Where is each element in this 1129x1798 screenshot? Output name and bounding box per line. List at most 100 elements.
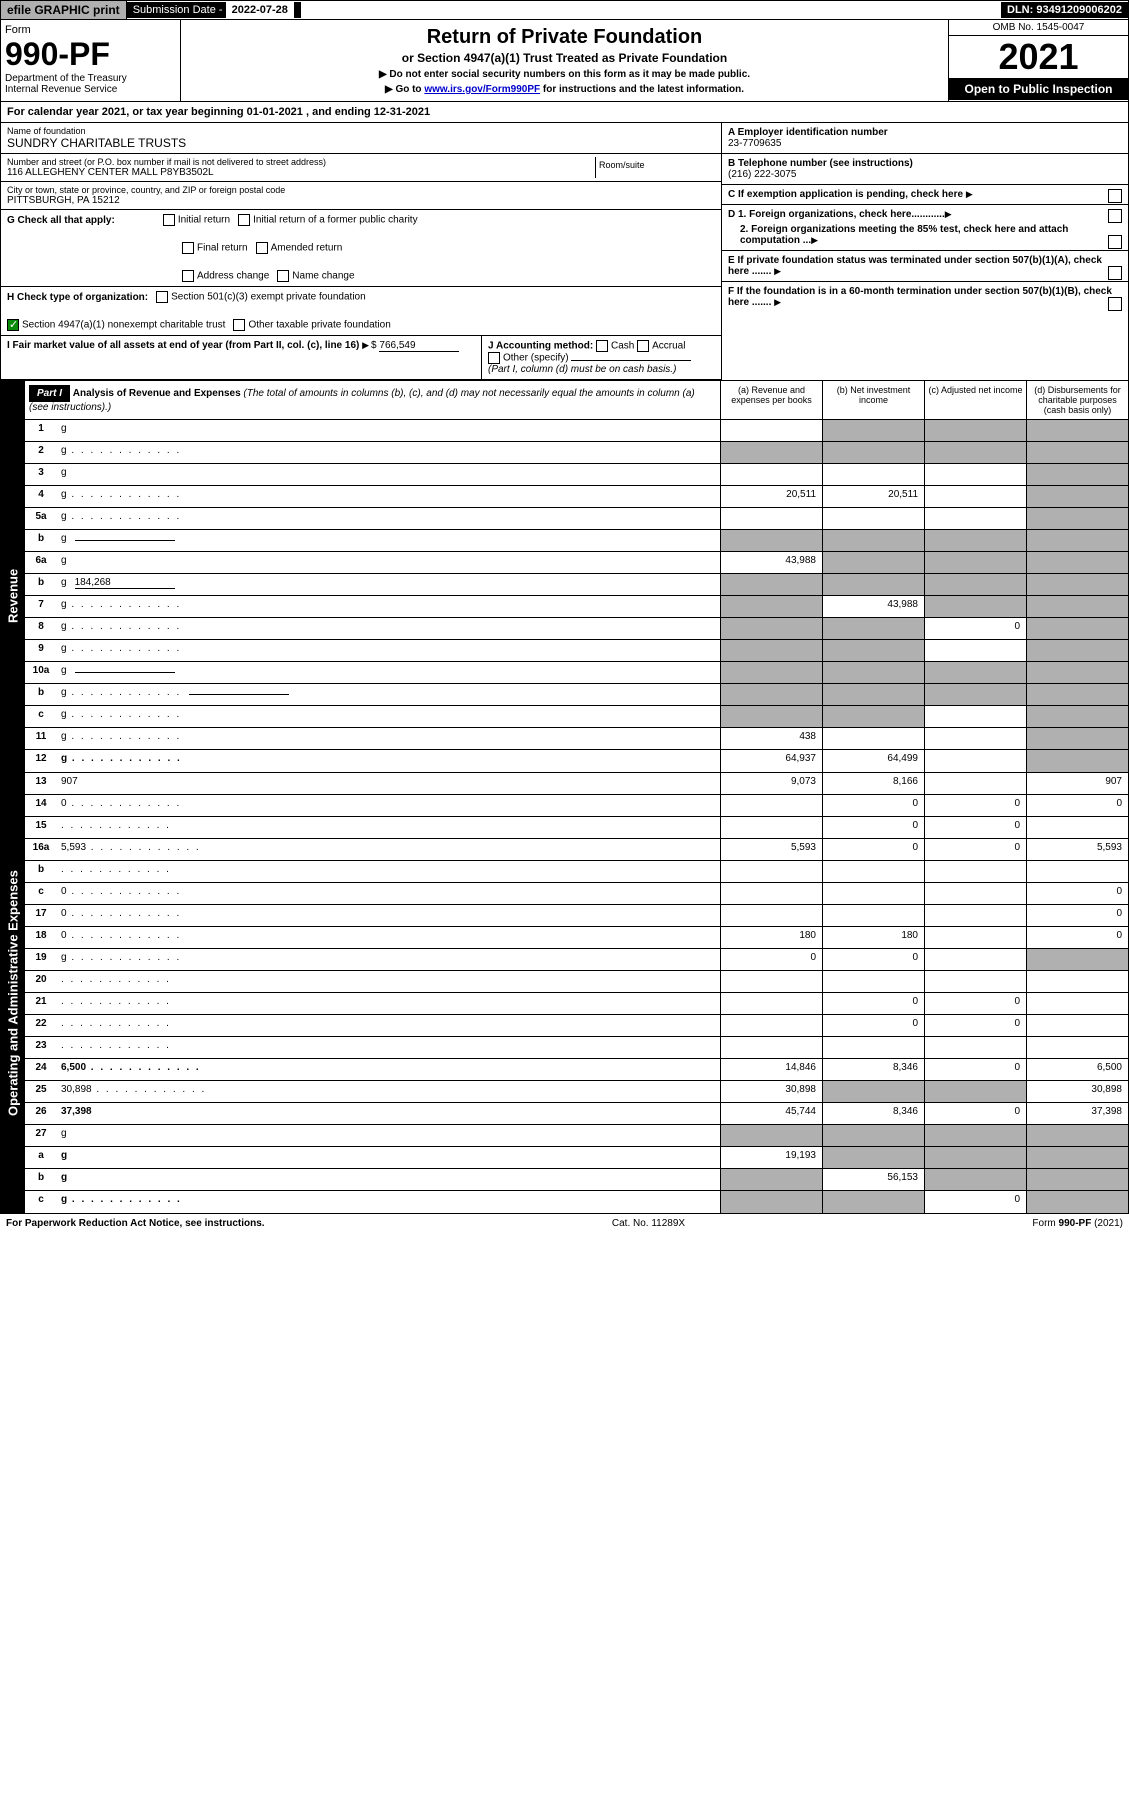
footer-mid: Cat. No. 11289X [612,1218,685,1229]
table-row: 1801801800 [25,927,1128,949]
table-row: 20 [25,971,1128,993]
checkbox-amended-return[interactable] [256,242,268,254]
table-row: 140000 [25,795,1128,817]
address-value: 116 ALLEGHENY CENTER MALL P8YB3502L [7,167,595,178]
footer-right: Form 990-PF (2021) [1032,1218,1123,1229]
table-row: cg0 [25,1191,1128,1213]
table-row: 6ag43,988 [25,552,1128,574]
page-footer: For Paperwork Reduction Act Notice, see … [0,1214,1129,1233]
checkbox-accrual[interactable] [637,340,649,352]
h-checkboxes: H Check type of organization: Section 50… [1,287,721,336]
city-value: PITTSBURGH, PA 15212 [7,195,715,206]
checkbox-d2[interactable] [1108,235,1122,249]
form-number: 990-PF [5,36,176,73]
table-row: 5ag [25,508,1128,530]
table-row: 27g [25,1125,1128,1147]
a-ein-label: A Employer identification number [728,127,1122,138]
table-row: b [25,861,1128,883]
table-row: 1700 [25,905,1128,927]
table-row: c00 [25,883,1128,905]
c-exemption-label: C If exemption application is pending, c… [728,189,963,200]
tax-year: 2021 [949,36,1128,78]
table-row: 2530,89830,89830,898 [25,1081,1128,1103]
dept-label: Department of the Treasury Internal Reve… [5,73,176,95]
table-row: cg [25,706,1128,728]
checkbox-initial-return-former[interactable] [238,214,250,226]
checkbox-f[interactable] [1108,297,1122,311]
checkbox-other-taxable[interactable] [233,319,245,331]
col-c-header: (c) Adjusted net income [924,381,1026,419]
table-row: 11g438 [25,728,1128,750]
top-bar: efile GRAPHIC print Submission Date - 20… [0,0,1129,20]
dln-label: DLN: 93491209006202 [1001,2,1128,18]
checkbox-cash[interactable] [596,340,608,352]
operating-table: Operating and Administrative Expenses 13… [0,773,1129,1214]
revenue-side-label: Revenue [1,420,25,772]
col-d-header: (d) Disbursements for charitable purpose… [1026,381,1128,419]
omb-number: OMB No. 1545-0047 [949,20,1128,36]
checkbox-address-change[interactable] [182,270,194,282]
foundation-name: SUNDRY CHARITABLE TRUSTS [7,136,715,150]
efile-button[interactable]: efile GRAPHIC print [1,1,127,19]
col-a-header: (a) Revenue and expenses per books [720,381,822,419]
table-row: 7g43,988 [25,596,1128,618]
checkbox-4947a1[interactable] [7,319,19,331]
table-row: 12g64,93764,499 [25,750,1128,772]
form-subtitle: or Section 4947(a)(1) Trust Treated as P… [187,51,942,65]
table-row: 246,50014,8468,34606,500 [25,1059,1128,1081]
operating-side-label: Operating and Administrative Expenses [1,773,25,1213]
table-row: 1500 [25,817,1128,839]
open-inspection-badge: Open to Public Inspection [949,78,1128,100]
table-row: bg56,153 [25,1169,1128,1191]
checkbox-501c3[interactable] [156,291,168,303]
table-row: 16a5,5935,593005,593 [25,839,1128,861]
address-label: Number and street (or P.O. box number if… [7,157,595,167]
city-label: City or town, state or province, country… [7,185,715,195]
checkbox-e[interactable] [1108,266,1122,280]
checkbox-c[interactable] [1108,189,1122,203]
revenue-table: Revenue 1g2g3g4g20,51120,5115agbg6ag43,9… [0,420,1129,773]
checkbox-d1[interactable] [1108,209,1122,223]
table-row: 2g [25,442,1128,464]
table-row: 2200 [25,1015,1128,1037]
submission-date-label: Submission Date - 2022-07-28 [127,2,301,18]
phone-value: (216) 222-3075 [728,169,1122,180]
form-header: Form 990-PF Department of the Treasury I… [0,20,1129,102]
checkbox-other-method[interactable] [488,352,500,364]
table-row: 3g [25,464,1128,486]
checkbox-initial-return[interactable] [163,214,175,226]
room-suite-label: Room/suite [595,157,715,178]
table-row: 19g00 [25,949,1128,971]
e-label: E If private foundation status was termi… [728,255,1102,277]
ein-value: 23-7709635 [728,138,1122,149]
footer-left: For Paperwork Reduction Act Notice, see … [6,1218,265,1229]
table-row: bg [25,530,1128,552]
d1-label: D 1. Foreign organizations, check here..… [728,209,945,220]
table-row: 9g [25,640,1128,662]
form-title: Return of Private Foundation [187,26,942,49]
table-row: 2100 [25,993,1128,1015]
table-row: 23 [25,1037,1128,1059]
col-b-header: (b) Net investment income [822,381,924,419]
j-block: J Accounting method: Cash Accrual Other … [481,336,721,379]
checkbox-name-change[interactable] [277,270,289,282]
instructions-link[interactable]: www.irs.gov/Form990PF [424,84,540,95]
b-phone-label: B Telephone number (see instructions) [728,158,1122,169]
table-row: ag19,193 [25,1147,1128,1169]
entity-block: Name of foundation SUNDRY CHARITABLE TRU… [0,123,1129,381]
table-row: bg [25,684,1128,706]
form-word: Form [5,24,176,36]
table-row: 8g0 [25,618,1128,640]
part1-title: Analysis of Revenue and Expenses [73,388,241,399]
calendar-year-line: For calendar year 2021, or tax year begi… [0,102,1129,123]
table-row: 139079,0738,166907 [25,773,1128,795]
f-label: F If the foundation is in a 60-month ter… [728,286,1112,308]
d2-label: 2. Foreign organizations meeting the 85%… [740,224,1068,246]
table-row: 4g20,51120,511 [25,486,1128,508]
table-row: 10ag [25,662,1128,684]
note-2: ▶ Go to www.irs.gov/Form990PF for instru… [187,84,942,95]
checkbox-final-return[interactable] [182,242,194,254]
i-block: I Fair market value of all assets at end… [1,336,481,379]
part1-badge: Part I [29,385,70,402]
table-row: bg184,268 [25,574,1128,596]
